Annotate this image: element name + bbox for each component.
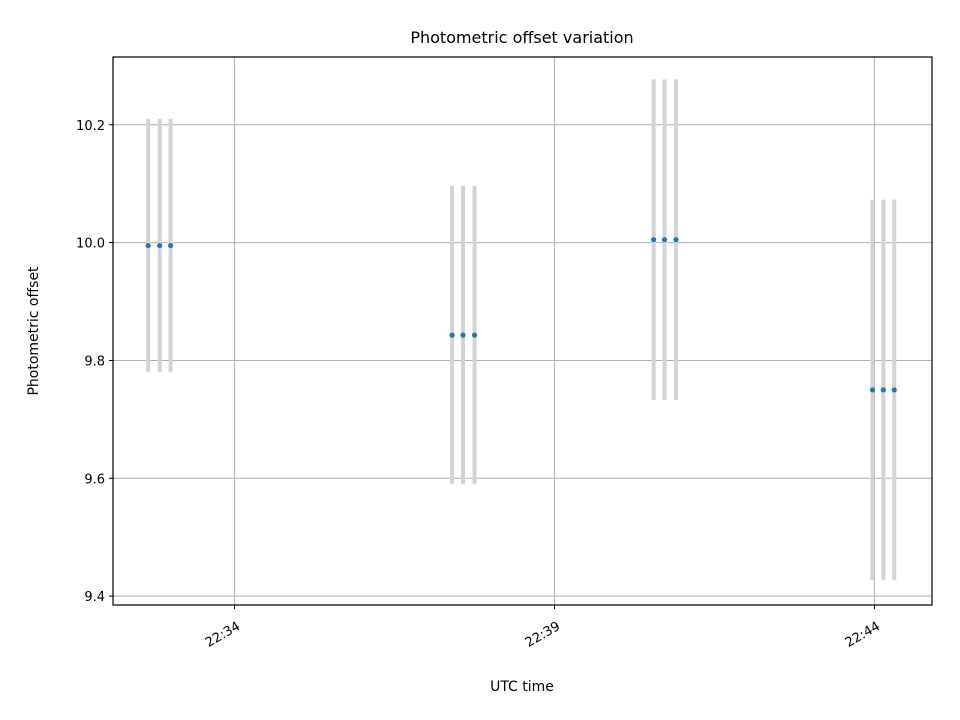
data-point [145, 242, 151, 249]
data-point [651, 237, 657, 243]
data-point [869, 387, 876, 393]
data-point [673, 237, 679, 243]
data-point [157, 242, 163, 249]
y-axis-label: Photometric offset [26, 266, 42, 396]
y-tick-label: 9.4 [84, 590, 105, 605]
data-point [449, 332, 455, 338]
data-points [145, 237, 897, 393]
data-point [891, 387, 897, 393]
y-tick-label: 9.8 [84, 354, 105, 369]
x-axis-label: UTC time [490, 679, 554, 695]
data-point [471, 332, 478, 338]
data-point [661, 237, 668, 243]
grid [113, 57, 932, 605]
y-tick-label: 10.0 [76, 237, 105, 252]
data-point [460, 332, 466, 338]
data-point [880, 387, 886, 393]
plot-frame [112, 56, 933, 606]
y-tick-label: 10.2 [76, 119, 105, 134]
data-point [167, 242, 174, 249]
y-tick-label: 9.6 [84, 472, 105, 487]
y-axis-ticks: 9.4 9.6 9.8 10.0 10.2 [76, 119, 113, 605]
chart-title: Photometric offset variation [410, 28, 633, 47]
